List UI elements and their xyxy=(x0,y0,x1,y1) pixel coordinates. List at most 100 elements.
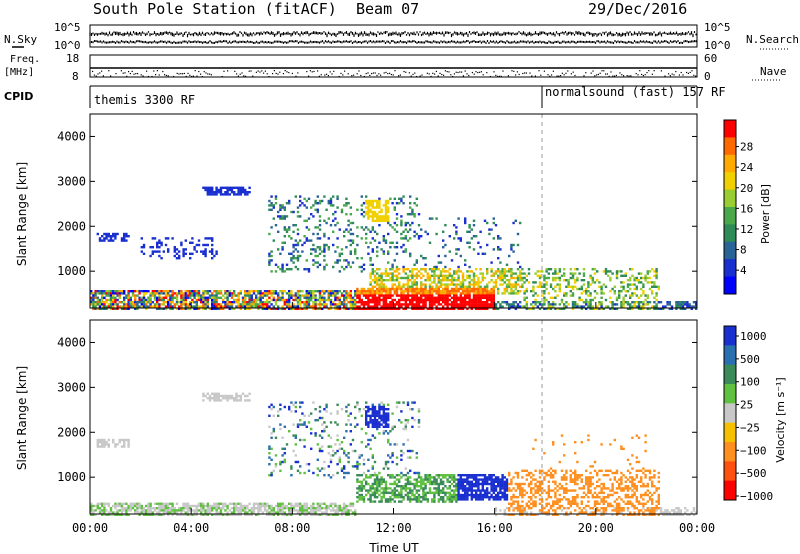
heatmap-cell xyxy=(125,307,128,310)
heatmap-cell xyxy=(387,208,390,211)
heatmap-cell xyxy=(400,224,403,227)
heatmap-cell xyxy=(228,292,231,295)
heatmap-cell xyxy=(591,268,594,271)
heatmap-cell xyxy=(510,283,513,286)
nave-sample xyxy=(324,74,326,76)
heatmap-cell xyxy=(204,292,207,295)
heatmap-cell xyxy=(499,274,502,277)
heatmap-cell xyxy=(413,307,416,310)
heatmap-cell xyxy=(477,285,480,288)
heatmap-cell xyxy=(171,305,174,308)
heatmap-cell xyxy=(277,265,280,269)
heatmap-cell xyxy=(103,441,106,444)
heatmap-cell xyxy=(604,298,608,302)
heatmap-cell xyxy=(387,210,390,214)
heatmap-cell xyxy=(477,298,480,302)
heatmap-cell xyxy=(413,279,416,282)
heatmap-cell xyxy=(409,279,412,282)
nave-sample xyxy=(268,75,270,78)
heatmap-cell xyxy=(204,305,207,308)
heatmap-cell xyxy=(378,197,381,200)
heatmap-cell xyxy=(281,307,284,310)
heatmap-cell xyxy=(244,513,247,516)
heatmap-cell xyxy=(424,230,427,233)
heatmap-cell xyxy=(239,307,242,310)
heatmap-cell xyxy=(92,504,95,508)
heatmap-cell xyxy=(622,298,625,302)
heatmap-cell xyxy=(442,283,445,286)
heatmap-cell xyxy=(303,307,306,310)
heatmap-cell xyxy=(422,307,425,310)
heatmap-cell xyxy=(307,414,311,417)
heatmap-cell xyxy=(340,408,344,411)
heatmap-cell xyxy=(230,502,234,505)
heatmap-cell xyxy=(505,285,509,288)
nave-sample xyxy=(128,70,130,73)
heatmap-cell xyxy=(492,248,495,251)
nave-sample xyxy=(408,72,410,74)
heatmap-cell xyxy=(296,504,300,508)
nave-sample xyxy=(489,75,491,78)
heatmap-cell xyxy=(497,268,500,271)
heatmap-cell xyxy=(193,294,196,297)
nave-sample xyxy=(275,72,277,75)
heatmap-cell xyxy=(538,274,542,277)
heatmap-cell xyxy=(409,285,412,288)
heatmap-cell xyxy=(365,206,368,209)
heatmap-cell xyxy=(461,283,465,286)
heatmap-cell xyxy=(598,301,601,304)
heatmap-cell xyxy=(226,507,229,510)
heatmap-cell xyxy=(510,305,513,308)
heatmap-cell xyxy=(420,268,423,271)
heatmap-cell xyxy=(373,276,377,280)
heatmap-cell xyxy=(193,248,196,251)
heatmap-cell xyxy=(167,305,170,308)
heatmap-cell xyxy=(147,509,150,512)
heatmap-cell xyxy=(651,268,654,271)
heatmap-cell xyxy=(116,292,119,295)
heatmap-cell xyxy=(442,307,445,310)
heatmap-cell xyxy=(488,281,491,284)
heatmap-cell xyxy=(127,504,130,508)
heatmap-cell xyxy=(512,221,515,225)
heatmap-cell xyxy=(237,188,240,192)
nave-sample xyxy=(95,75,97,77)
heatmap-cell xyxy=(347,263,350,266)
heatmap-cell xyxy=(228,509,231,512)
heatmap-cell xyxy=(580,305,583,308)
heatmap-cell xyxy=(301,438,304,442)
heatmap-cell xyxy=(195,292,198,295)
heatmap-cell xyxy=(329,412,333,415)
freq-strip xyxy=(89,54,698,78)
heatmap-cell xyxy=(336,463,339,466)
heatmap-cell xyxy=(633,276,636,280)
heatmap-cell xyxy=(472,224,476,227)
nave-sample xyxy=(516,71,518,73)
heatmap-cell xyxy=(270,447,273,450)
heatmap-cell xyxy=(413,292,416,295)
nave-sample xyxy=(468,74,470,77)
heatmap-cell xyxy=(248,305,251,308)
heatmap-cell xyxy=(501,272,504,275)
heatmap-cell xyxy=(492,290,495,293)
heatmap-cell xyxy=(391,263,394,266)
nave-sample xyxy=(192,75,194,77)
heatmap-cell xyxy=(470,298,473,302)
heatmap-cell xyxy=(479,301,482,304)
heatmap-cell xyxy=(123,445,126,448)
heatmap-cell xyxy=(184,502,187,505)
heatmap-cell xyxy=(296,210,300,214)
nave-sample xyxy=(441,73,443,76)
heatmap-cell xyxy=(167,237,170,240)
heatmap-cell xyxy=(114,237,117,240)
heatmap-cell xyxy=(101,511,104,514)
heatmap-cell xyxy=(343,507,346,510)
heatmap-cell xyxy=(624,294,627,297)
heatmap-cell xyxy=(228,305,231,308)
heatmap-cell xyxy=(288,294,291,297)
heatmap-cell xyxy=(435,298,438,302)
heatmap-cell xyxy=(323,467,326,470)
heatmap-cell xyxy=(283,226,286,229)
heatmap-cell xyxy=(510,303,513,306)
heatmap-cell xyxy=(292,504,295,508)
